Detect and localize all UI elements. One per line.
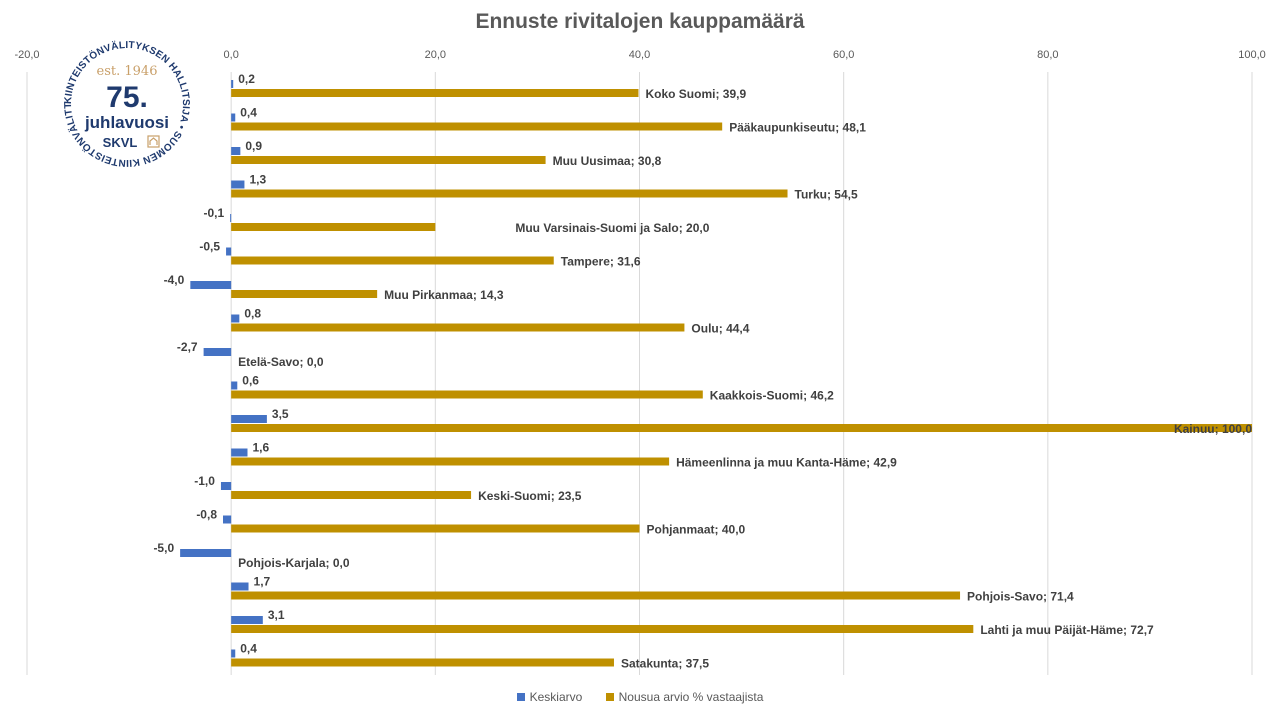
bar-nousua [231, 89, 639, 97]
bar-keskiarvo [230, 214, 232, 222]
bar-keskiarvo [231, 113, 236, 122]
bar-keskiarvo [231, 649, 236, 658]
data-label-keskiarvo: -0,8 [196, 508, 217, 522]
bar-nousua [231, 223, 436, 231]
bar-keskiarvo [231, 80, 234, 88]
bar-nousua [231, 189, 788, 198]
data-label-nousua: Satakunta; 37,5 [621, 657, 709, 671]
bar-keskiarvo [203, 348, 232, 356]
data-label-nousua: Turku; 54,5 [795, 188, 858, 202]
data-label-keskiarvo: -0,5 [199, 240, 220, 254]
bar-keskiarvo [231, 381, 238, 390]
logo-number-text: 75. [106, 81, 148, 114]
bar-keskiarvo [180, 549, 232, 557]
bar-nousua [231, 457, 670, 466]
bar-nousua [231, 424, 1252, 432]
data-label-nousua: Hämeenlinna ja muu Kanta-Häme; 42,9 [676, 456, 897, 470]
logo-house-icon [147, 135, 160, 148]
data-label-nousua: Kaakkois-Suomi; 46,2 [710, 389, 834, 403]
data-label-keskiarvo: 0,9 [245, 139, 262, 153]
data-label-keskiarvo: 0,4 [240, 106, 257, 120]
legend-label-nousua: Nousua arvio % vastaajista [618, 690, 764, 704]
bar-keskiarvo [223, 515, 232, 524]
bar-keskiarvo [231, 616, 263, 624]
bar-nousua [231, 156, 546, 164]
legend-label-keskiarvo: Keskiarvo [529, 690, 583, 704]
data-label-nousua: Keski-Suomi; 23,5 [478, 489, 582, 503]
x-tick-label: 80,0 [1037, 49, 1058, 61]
x-tick-label: 40,0 [629, 49, 650, 61]
legend-item-keskiarvo: Keskiarvo [516, 690, 583, 704]
x-tick-label: 100,0 [1238, 49, 1266, 61]
bar-keskiarvo [231, 147, 241, 155]
x-tick-label: -20,0 [14, 49, 39, 61]
data-label-keskiarvo: -0,1 [203, 206, 224, 220]
bar-nousua [231, 524, 640, 533]
x-tick-label: 0,0 [224, 49, 239, 61]
data-label-nousua: Oulu; 44,4 [691, 322, 749, 336]
bar-nousua [231, 625, 974, 633]
data-label-keskiarvo: -2,7 [177, 340, 198, 354]
chart-legend: Keskiarvo Nousua arvio % vastaajista [0, 690, 1280, 704]
skvl-anniversary-logo: KIINTEISTÖNVÄLITYKSEN HALLITSIJA • SUOME… [58, 12, 192, 172]
bar-nousua [231, 491, 472, 499]
data-label-keskiarvo: 1,6 [253, 441, 270, 455]
grid-lines [26, 72, 1253, 675]
data-label-keskiarvo: -1,0 [194, 474, 215, 488]
chart-title: Ennuste rivitalojen kauppamäärä [475, 10, 805, 33]
bar-nousua [231, 591, 961, 600]
data-label-nousua: Muu Pirkanmaa; 14,3 [384, 288, 504, 302]
bars [180, 80, 1252, 667]
data-label-keskiarvo: -4,0 [164, 273, 185, 287]
bar-keskiarvo [231, 582, 249, 591]
data-labels: 0,2 Koko Suomi; 39,9 0,4 Pääkaupunkiseutu; … [153, 72, 1252, 671]
bar-keskiarvo [226, 247, 232, 256]
bar-nousua [231, 323, 685, 332]
bar-keskiarvo [231, 415, 267, 423]
data-label-keskiarvo: 1,7 [254, 575, 271, 589]
legend-item-nousua: Nousua arvio % vastaajista [605, 690, 764, 704]
data-label-nousua: Pohjois-Savo; 71,4 [967, 590, 1074, 604]
bar-nousua [231, 658, 614, 667]
data-label-nousua: Pohjanmaat; 40,0 [647, 523, 746, 537]
logo-brand-text: SKVL [103, 135, 138, 150]
logo-line-text: juhlavuosi [84, 113, 169, 132]
data-label-nousua: Muu Uusimaa; 30,8 [553, 154, 662, 168]
data-label-keskiarvo: 0,4 [240, 642, 257, 656]
data-label-nousua: Koko Suomi; 39,9 [645, 87, 746, 101]
data-label-nousua: Etelä-Savo; 0,0 [238, 355, 324, 369]
data-label-nousua: Tampere; 31,6 [561, 255, 641, 269]
data-label-nousua: Kainuu; 100,0 [1174, 422, 1252, 436]
data-label-keskiarvo: 3,1 [268, 608, 285, 622]
legend-swatch-keskiarvo [516, 693, 525, 701]
bar-nousua [231, 290, 378, 298]
data-label-keskiarvo: 0,8 [244, 307, 261, 321]
x-tick-label: 20,0 [425, 49, 446, 61]
x-axis-ticks: -20,0 0,0 20,0 40,0 60,0 80,0 100,0 [14, 49, 1265, 61]
x-tick-label: 60,0 [833, 49, 854, 61]
bar-keskiarvo [190, 281, 232, 289]
bar-keskiarvo [220, 482, 232, 490]
data-label-nousua: Lahti ja muu Päijät-Häme; 72,7 [980, 623, 1154, 637]
data-label-keskiarvo: 0,2 [238, 72, 255, 86]
data-label-nousua: Pääkaupunkiseutu; 48,1 [729, 121, 866, 135]
data-label-keskiarvo: 0,6 [242, 374, 259, 388]
data-label-keskiarvo: 3,5 [272, 407, 289, 421]
bar-keskiarvo [231, 448, 248, 457]
legend-swatch-nousua [605, 693, 614, 701]
data-label-nousua: Muu Varsinais-Suomi ja Salo; 20,0 [515, 221, 709, 235]
bar-keskiarvo [231, 314, 240, 323]
bar-nousua [231, 122, 723, 131]
logo-est-text: est. 1946 [97, 64, 158, 79]
data-label-keskiarvo: -5,0 [153, 541, 174, 555]
bar-nousua [231, 256, 554, 265]
bar-keskiarvo [231, 180, 245, 189]
bar-nousua [231, 390, 703, 399]
data-label-keskiarvo: 1,3 [249, 173, 266, 187]
data-label-nousua: Pohjois-Karjala; 0,0 [238, 556, 350, 570]
